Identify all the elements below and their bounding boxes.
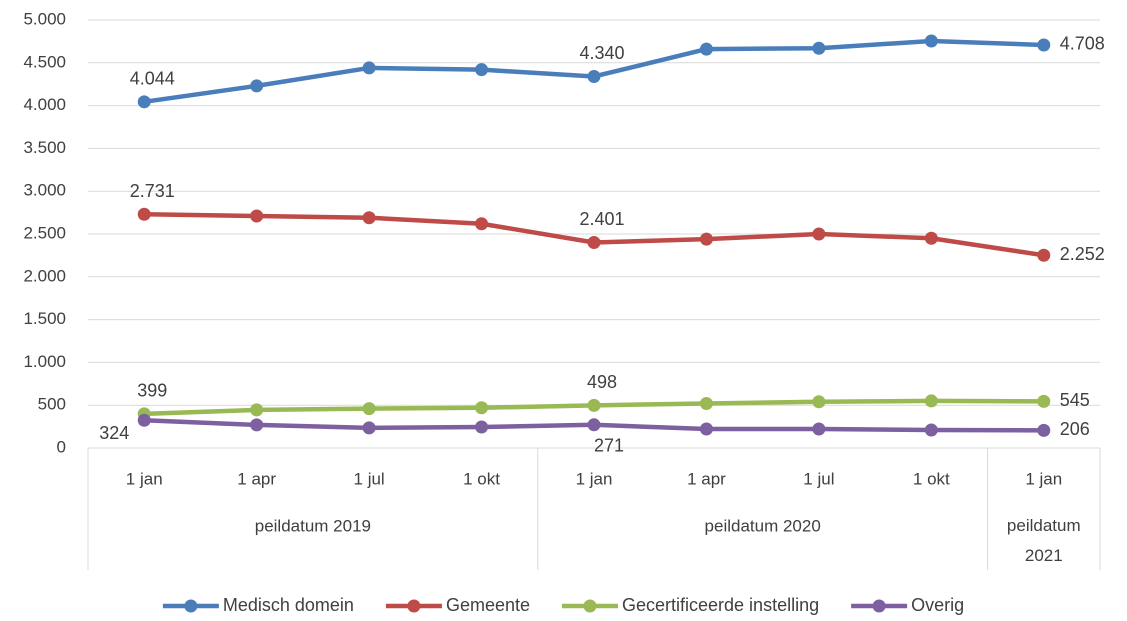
y-tick-label: 2.500 (23, 223, 66, 242)
data-label: 4.044 (130, 69, 175, 89)
y-tick-label: 1.000 (23, 352, 66, 371)
y-tick-label: 5.000 (23, 9, 66, 28)
legend-label: Medisch domein (223, 595, 354, 615)
legend-marker (407, 599, 421, 613)
legend-label: Gemeente (446, 595, 530, 615)
legend-item: Medisch domein (162, 595, 354, 615)
group-label: peildatum 2019 (255, 516, 371, 535)
data-point (1037, 423, 1051, 437)
data-point (699, 422, 713, 436)
data-point (924, 34, 938, 48)
data-point (475, 63, 489, 77)
y-tick-label: 1.500 (23, 309, 66, 328)
data-label: 2.731 (130, 181, 175, 201)
y-tick-label: 3.500 (23, 138, 66, 157)
data-point (475, 401, 489, 415)
data-point (362, 61, 376, 75)
data-point (587, 69, 601, 83)
axes: 0 500 1.000 1.500 2.000 2.500 3.000 3.500 4.000 4… (23, 9, 1101, 570)
data-point (250, 79, 264, 93)
x-tick-label: 1 okt (913, 469, 950, 488)
data-point (137, 95, 151, 109)
legend-item: Gemeente (385, 595, 530, 615)
legend-item: Overig (851, 595, 964, 615)
data-point (137, 413, 151, 427)
data-point (812, 395, 826, 409)
legend-marker (184, 599, 198, 613)
x-tick-label: 1 jan (1025, 469, 1062, 488)
data-label: 4.708 (1060, 34, 1105, 54)
data-point (250, 418, 264, 432)
x-tick-label: 1 apr (687, 469, 726, 488)
data-point (137, 207, 151, 221)
legend-marker (872, 599, 886, 613)
legend-label: Gecertificeerde instelling (622, 595, 819, 615)
data-point (475, 420, 489, 434)
group-label-line: 2021 (1025, 546, 1063, 565)
group-label-line: peildatum (1007, 516, 1081, 535)
data-label: 206 (1060, 419, 1090, 439)
data-point (812, 41, 826, 55)
data-label: 399 (137, 381, 167, 401)
legend-label: Overig (911, 595, 964, 615)
data-point (587, 235, 601, 249)
data-point (699, 232, 713, 246)
data-label: 324 (99, 423, 129, 443)
group-label: peildatum 2020 (705, 516, 821, 535)
x-tick-label: 1 jan (126, 469, 163, 488)
data-point (924, 423, 938, 437)
data-point (250, 209, 264, 223)
data-label: 2.401 (579, 209, 624, 229)
y-tick-label: 0 (57, 437, 66, 456)
data-point (362, 421, 376, 435)
y-tick-label: 2.000 (23, 266, 66, 285)
y-tick-label: 3.000 (23, 181, 66, 200)
data-point (587, 398, 601, 412)
data-point (699, 42, 713, 56)
x-tick-label: 1 jul (803, 469, 834, 488)
data-label: 498 (587, 372, 617, 392)
legend: Medisch domein Gemeente Gecertificeerde in… (162, 595, 964, 615)
data-point (1037, 38, 1051, 52)
data-point (587, 418, 601, 432)
data-point (1037, 394, 1051, 408)
data-point (699, 396, 713, 410)
data-point (250, 403, 264, 417)
legend-item: Gecertificeerde instelling (562, 595, 819, 615)
data-point (812, 227, 826, 241)
data-label: 2.252 (1060, 244, 1105, 264)
x-tick-label: 1 okt (463, 469, 500, 488)
data-point (924, 394, 938, 408)
x-tick-label: 1 apr (237, 469, 276, 488)
legend-marker (583, 599, 597, 613)
y-tick-label: 4.500 (23, 52, 66, 71)
data-point (475, 217, 489, 231)
data-point (1037, 248, 1051, 262)
group-label: peildatum 2021 (1007, 516, 1081, 565)
y-tick-label: 500 (38, 395, 66, 414)
data-label: 271 (594, 436, 624, 456)
x-tick-label: 1 jul (354, 469, 385, 488)
data-point (362, 211, 376, 225)
y-tick-label: 4.000 (23, 95, 66, 114)
data-point (812, 422, 826, 436)
data-label: 4.340 (579, 43, 624, 63)
x-tick-label: 1 jan (576, 469, 613, 488)
data-point (362, 402, 376, 416)
data-label: 545 (1060, 390, 1090, 410)
data-point (924, 231, 938, 245)
